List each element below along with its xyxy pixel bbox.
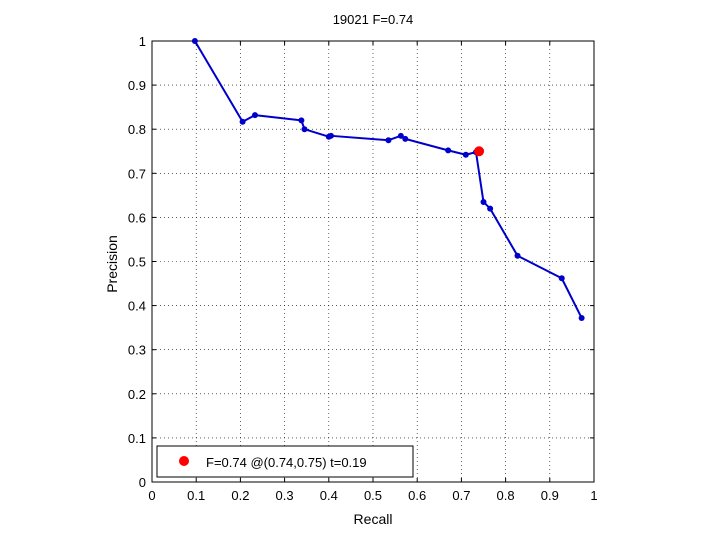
series-point: [402, 135, 409, 142]
series-point: [191, 38, 198, 44]
y-tick-label: 0.7: [128, 166, 146, 181]
x-tick-label: 0.4: [320, 488, 338, 503]
y-tick-label: 0.4: [128, 299, 146, 314]
x-tick-label: 0.3: [276, 488, 294, 503]
y-tick-label: 0.3: [128, 343, 146, 358]
series-point: [385, 137, 392, 144]
series-point: [397, 132, 404, 139]
x-tick-label: 1: [590, 488, 597, 503]
y-tick-label: 0: [139, 475, 146, 490]
series-point: [487, 205, 494, 212]
legend: F=0.74 @(0.74,0.75) t=0.19: [156, 445, 414, 478]
series-point: [578, 314, 585, 321]
x-tick-label: 0.5: [364, 488, 382, 503]
series-point: [301, 126, 308, 133]
series-point: [558, 275, 565, 282]
legend-marker: [179, 456, 189, 466]
y-tick-label: 0.9: [128, 78, 146, 93]
legend-label: F=0.74 @(0.74,0.75) t=0.19: [206, 455, 367, 470]
y-tick-label: 0.6: [128, 210, 146, 225]
x-tick-label: 0.2: [231, 488, 249, 503]
series-point: [445, 147, 452, 154]
axis-ticks: 0 0.1 0.2 0.3 0.4 0.5 0.6 0.7 0.8 0.9 1 0 0.1 0.2 0.3 0…: [128, 34, 598, 503]
series-point: [298, 117, 305, 124]
y-tick-label: 1: [139, 34, 146, 49]
series-line: [194, 40, 583, 319]
y-tick-label: 0.8: [128, 122, 146, 137]
series-point: [251, 112, 258, 119]
x-tick-label: 0.1: [187, 488, 205, 503]
x-tick-label: 0.7: [452, 488, 470, 503]
series-group: [191, 38, 585, 321]
x-axis-label: Recall: [354, 511, 393, 527]
legend-box: [156, 445, 414, 478]
best-f-point: [474, 146, 485, 157]
series-point: [514, 252, 521, 259]
chart-title: 19021 F=0.74: [333, 12, 414, 27]
y-tick-label: 0.5: [128, 255, 146, 270]
series-point: [328, 132, 335, 139]
x-tick-label: 0.9: [541, 488, 559, 503]
series-point: [480, 198, 487, 205]
y-tick-label: 0.2: [128, 387, 146, 402]
x-tick-label: 0: [148, 488, 155, 503]
y-tick-label: 0.1: [128, 431, 146, 446]
x-tick-label: 0.6: [408, 488, 426, 503]
series-point: [462, 151, 469, 158]
x-tick-label: 0.8: [497, 488, 515, 503]
series-point: [239, 118, 246, 125]
grid-lines: [152, 41, 594, 482]
y-axis-label: Precision: [104, 235, 120, 293]
